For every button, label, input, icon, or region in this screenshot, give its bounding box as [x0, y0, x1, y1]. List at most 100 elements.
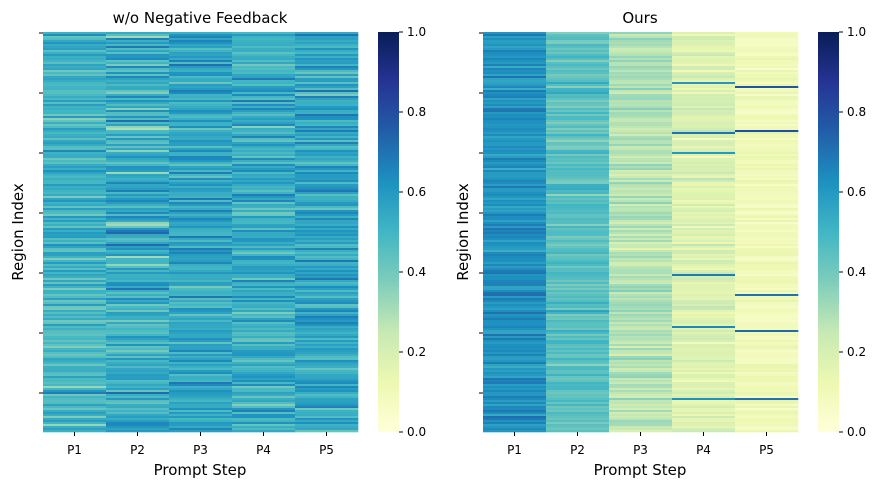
heatmap-cell: [609, 302, 673, 305]
heatmap-cell: [232, 300, 296, 303]
heatmap-cell: [106, 338, 170, 341]
heatmap-cell: [609, 234, 673, 237]
heatmap-cell: [483, 284, 547, 287]
heatmap-cell: [106, 370, 170, 373]
heatmap-cell: [106, 148, 170, 151]
heatmap-cell: [169, 258, 233, 261]
heatmap-cell: [43, 192, 107, 195]
heatmap-cell: [169, 370, 233, 373]
heatmap-cell: [295, 170, 359, 173]
heatmap-cell: [232, 322, 296, 325]
heatmap-cell: [609, 282, 673, 285]
heatmap-cell: [43, 322, 107, 325]
heatmap-cell: [169, 82, 233, 85]
heatmap-cell: [169, 94, 233, 97]
heatmap-cell: [483, 378, 547, 381]
heatmap-cell: [169, 302, 233, 305]
heatmap-cell: [546, 430, 610, 433]
heatmap-cell: [106, 268, 170, 271]
heatmap-cell: [169, 72, 233, 75]
heatmap-cell: [43, 128, 107, 131]
heatmap-cell: [106, 400, 170, 403]
heatmap-cell: [735, 160, 799, 163]
heatmap-cell: [609, 346, 673, 349]
heatmap-cell: [672, 350, 736, 353]
heatmap-cell: [483, 360, 547, 363]
heatmap-cell: [295, 196, 359, 199]
heatmap-cell: [43, 342, 107, 345]
heatmap-cell: [232, 372, 296, 375]
heatmap-cell: [546, 408, 610, 411]
heatmap-cell: [483, 196, 547, 199]
heatmap-cell: [672, 210, 736, 213]
heatmap-cell: [232, 362, 296, 365]
heatmap-cell: [295, 352, 359, 355]
heatmap-cell: [232, 158, 296, 161]
heatmap-cell: [735, 66, 799, 69]
heatmap-cell: [232, 306, 296, 309]
heatmap-cell: [43, 154, 107, 157]
heatmap-cell: [672, 186, 736, 189]
heatmap-panel-1: w/o Negative Feedback P1 P2 P3 P4 P5 Region …: [9, 9, 426, 479]
heatmap-cell: [735, 64, 799, 67]
heatmap-cell: [295, 124, 359, 127]
heatmap-cell: [169, 428, 233, 431]
heatmap-cell: [43, 380, 107, 383]
heatmap-cell: [609, 52, 673, 55]
heatmap-cell: [735, 90, 799, 93]
heatmap-cell: [483, 156, 547, 159]
heatmap-cell: [106, 118, 170, 121]
heatmap-cell: [169, 268, 233, 271]
heatmap-cell: [735, 402, 799, 405]
heatmap-cell: [295, 108, 359, 111]
heatmap-cell: [295, 364, 359, 367]
heatmap-cell: [169, 170, 233, 173]
heatmap-cell: [106, 144, 170, 147]
heatmap-cell: [609, 220, 673, 223]
heatmap-cell: [106, 238, 170, 241]
heatmap-cell: [295, 158, 359, 161]
heatmap-cell: [735, 232, 799, 235]
heatmap-cell: [169, 134, 233, 137]
heatmap-cell: [169, 74, 233, 77]
heatmap-cell: [672, 46, 736, 49]
heatmap-cell: [735, 244, 799, 247]
heatmap-cell: [546, 136, 610, 139]
heatmap-cell: [609, 336, 673, 339]
heatmap-cell: [672, 356, 736, 359]
heatmap-cell: [672, 244, 736, 247]
heatmap-cell: [609, 324, 673, 327]
heatmap-cell: [609, 194, 673, 197]
heatmap-cell: [483, 404, 547, 407]
heatmap-cell: [43, 430, 107, 433]
heatmap-cell: [672, 238, 736, 241]
heatmap-cell: [295, 244, 359, 247]
heatmap-cell: [295, 260, 359, 263]
heatmap-cell: [169, 372, 233, 375]
heatmap-cell: [609, 138, 673, 141]
heatmap-cell: [232, 108, 296, 111]
heatmap-cell: [483, 356, 547, 359]
heatmap-cell: [546, 336, 610, 339]
heatmap-cell: [232, 96, 296, 99]
heatmap-cell: [295, 144, 359, 147]
heatmap-cell: [546, 126, 610, 129]
heatmap-cell: [295, 394, 359, 397]
heatmap-cell: [169, 78, 233, 81]
heatmap-cell: [483, 288, 547, 291]
heatmap-cell: [232, 410, 296, 413]
heatmap-cell: [295, 342, 359, 345]
heatmap-cell: [232, 400, 296, 403]
heatmap-cell: [483, 316, 547, 319]
heatmap-cell: [483, 296, 547, 299]
colorbar-tick-label: 0.8: [847, 105, 866, 119]
x-tick-label: P4: [696, 443, 711, 457]
heatmap-cell: [232, 302, 296, 305]
heatmap-cell: [546, 158, 610, 161]
heatmap-cell: [169, 406, 233, 409]
heatmap-cell: [43, 124, 107, 127]
heatmap-cell: [169, 132, 233, 135]
heatmap-cell: [43, 144, 107, 147]
heatmap-cell: [232, 216, 296, 219]
heatmap-cell: [169, 96, 233, 99]
